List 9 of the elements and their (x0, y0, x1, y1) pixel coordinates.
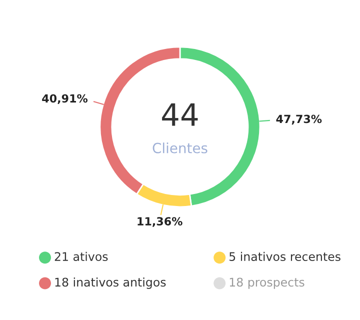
legend-label: 21 ativos (54, 252, 108, 262)
legend-label: 18 prospects (230, 278, 304, 289)
legend-label: 18 inativos antigos (55, 277, 166, 289)
text: Clientes (152, 142, 208, 154)
data-label: 40,91% (42, 94, 88, 104)
legend-label: 5 inativos recentes (230, 252, 340, 262)
data-label: 47,73% (276, 114, 322, 125)
data-label: 11,36% (138, 217, 182, 227)
text: 44 (162, 103, 198, 126)
